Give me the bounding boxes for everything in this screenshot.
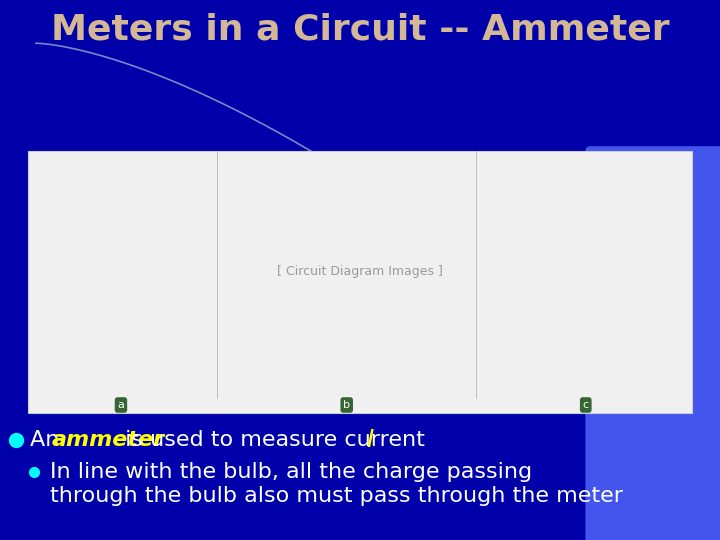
Text: ammeter: ammeter	[52, 430, 165, 450]
Text: [ Circuit Diagram Images ]: [ Circuit Diagram Images ]	[277, 266, 443, 279]
Text: In line with the bulb, all the charge passing: In line with the bulb, all the charge pa…	[50, 462, 532, 482]
Text: An: An	[30, 430, 66, 450]
Text: I: I	[366, 428, 374, 452]
Text: c: c	[582, 400, 589, 410]
Text: through the bulb also must pass through the meter: through the bulb also must pass through …	[50, 486, 623, 506]
Bar	[28, 151, 692, 413]
Text: a: a	[117, 400, 125, 410]
FancyBboxPatch shape	[585, 146, 720, 540]
Text: Meters in a Circuit -- Ammeter: Meters in a Circuit -- Ammeter	[50, 13, 670, 47]
Text: b: b	[343, 400, 350, 410]
Text: is used to measure current: is used to measure current	[118, 430, 439, 450]
